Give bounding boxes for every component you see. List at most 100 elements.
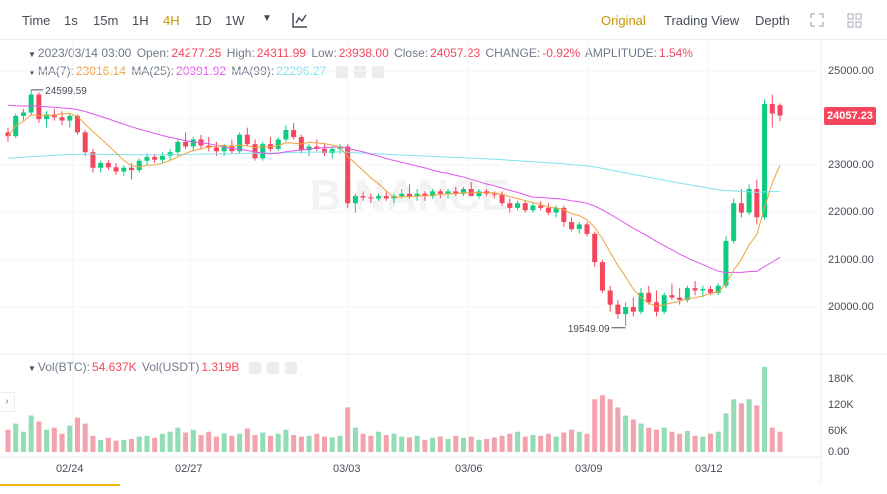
ma-close-icon[interactable] — [371, 65, 384, 78]
vol-settings-icon[interactable] — [266, 361, 279, 374]
volume-axis-label: 180K — [828, 373, 854, 385]
vol-collapse-arrow-icon[interactable]: ▼ — [28, 364, 36, 373]
watermark-text: BINANCE — [310, 171, 510, 220]
volume-bar — [646, 427, 652, 452]
indicators-icon[interactable] — [292, 12, 308, 28]
candle-body — [59, 117, 65, 121]
candle-body — [738, 203, 744, 213]
side-panel-toggle[interactable]: › — [0, 392, 15, 412]
more-intervals-dropdown-icon[interactable]: ▼ — [262, 13, 272, 24]
candle-body — [298, 137, 304, 151]
candle-body — [113, 167, 119, 172]
amplitude-value: 1.54% — [658, 46, 693, 60]
candle-body — [345, 146, 351, 204]
volume-bar — [198, 434, 204, 452]
volume-bar — [592, 399, 598, 452]
volume-bar — [445, 439, 451, 452]
candle-body — [545, 207, 551, 213]
volume-bar — [144, 435, 150, 452]
interval-15m[interactable]: 15m — [93, 13, 119, 28]
volume-bar — [399, 436, 405, 452]
ma-visibility-icon[interactable] — [335, 65, 348, 78]
volume-axis-label: 60K — [828, 425, 848, 437]
candle-body — [723, 240, 729, 286]
volume-bar — [738, 403, 744, 452]
candle-body — [152, 156, 158, 160]
ma-info: ▼ MA(7): 23016.14 MA(25): 20991.92 MA(99): 2… — [28, 64, 386, 78]
candle-datetime: 2023/03/14 03:00 — [37, 46, 132, 60]
vol-visibility-icon[interactable] — [248, 361, 261, 374]
candle-body — [190, 139, 196, 147]
date-axis-label: 03/12 — [695, 463, 723, 475]
candle-body — [105, 163, 111, 168]
interval-1h[interactable]: 1H — [132, 13, 149, 28]
volume-bar — [113, 440, 119, 452]
volume-bar — [561, 432, 567, 452]
candle-body — [515, 203, 521, 208]
open-value: 24277.25 — [171, 46, 222, 60]
ma-collapse-arrow-icon[interactable]: ▼ — [28, 68, 36, 77]
open-label: Open: — [136, 46, 170, 60]
candle-body — [275, 139, 281, 149]
vol-close-icon[interactable] — [284, 361, 297, 374]
volume-bar — [406, 437, 412, 452]
volume-bar — [708, 433, 714, 452]
candle-body — [491, 193, 497, 195]
price-axis-label: 23000.00 — [828, 159, 874, 171]
price-axis-label: 22000.00 — [828, 206, 874, 218]
volume-bar — [615, 407, 621, 452]
candle-body — [13, 115, 19, 137]
volume-bar — [653, 429, 659, 452]
interval-4h[interactable]: 4H — [163, 13, 180, 28]
volume-bar — [414, 435, 420, 452]
interval-1d[interactable]: 1D — [195, 13, 212, 28]
volume-bar — [152, 437, 158, 452]
candle-body — [237, 134, 243, 152]
candle-body — [368, 197, 374, 199]
volume-bar — [684, 430, 690, 452]
interval-1s[interactable]: 1s — [64, 13, 78, 28]
interval-1w[interactable]: 1W — [225, 13, 245, 28]
collapse-arrow-icon[interactable]: ▼ — [28, 50, 36, 59]
ma-settings-icon[interactable] — [353, 65, 366, 78]
layout-grid-icon[interactable] — [847, 13, 862, 28]
date-axis-label: 02/24 — [56, 463, 84, 475]
candle-body — [762, 104, 768, 218]
volume-bar — [159, 433, 165, 452]
view-trading-view[interactable]: Trading View — [664, 13, 740, 28]
interval-time[interactable]: Time — [22, 13, 51, 28]
candle-body — [175, 141, 181, 153]
volume-bar — [754, 405, 760, 452]
high-marker-label: 24599.59 — [45, 86, 87, 97]
low-marker-label: 19549.09 — [568, 324, 610, 335]
volume-bar — [553, 436, 559, 452]
candle-body — [731, 203, 737, 241]
volume-bar — [59, 433, 65, 452]
candle-body — [82, 132, 88, 153]
candle-body — [692, 288, 698, 291]
candle-body — [260, 144, 266, 159]
volume-axis-label: 0.00 — [828, 446, 850, 458]
fullscreen-icon[interactable] — [810, 13, 824, 27]
volume-bar — [183, 432, 189, 452]
date-axis-label: 03/06 — [455, 463, 483, 475]
volume-bar — [460, 437, 466, 452]
volume-bar — [98, 439, 104, 452]
candle-body — [599, 262, 605, 291]
view-depth[interactable]: Depth — [755, 13, 790, 28]
view-original[interactable]: Original — [601, 13, 646, 28]
vol-btc-value: 54.637K — [91, 360, 137, 374]
volume-bar — [213, 436, 219, 452]
volume-bar — [630, 419, 636, 452]
volume-bar — [677, 433, 683, 452]
candle-body — [569, 222, 575, 230]
volume-bar — [51, 427, 57, 452]
ma25-value: 20991.92 — [176, 64, 227, 78]
volume-bar — [468, 436, 474, 452]
candle-body — [90, 152, 96, 168]
close-label: Close: — [394, 46, 429, 60]
volume-bar — [584, 433, 590, 452]
candle-body — [507, 203, 513, 208]
volume-bar — [44, 429, 50, 452]
candle-body — [144, 156, 150, 161]
